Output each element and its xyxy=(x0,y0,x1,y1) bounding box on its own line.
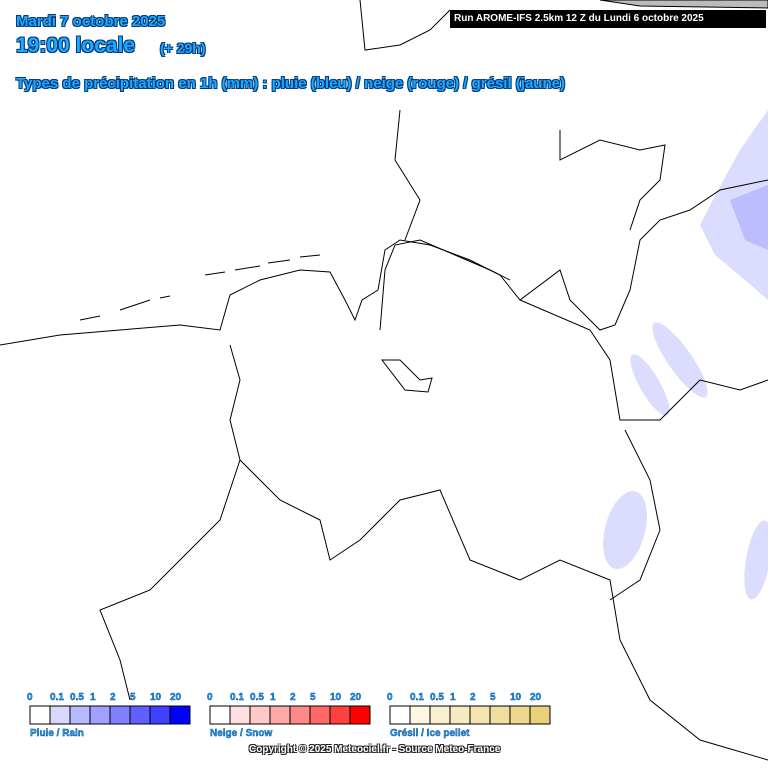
legend-tick: 1 xyxy=(450,692,456,703)
legend-swatch xyxy=(109,705,131,725)
legend-tick: 0.1 xyxy=(410,692,424,703)
precip-area xyxy=(652,322,708,398)
coastline xyxy=(394,109,421,241)
legend-swatch xyxy=(449,705,471,725)
legend-swatch xyxy=(329,705,351,725)
legend-name: Pluie / Rain xyxy=(30,728,84,739)
time: 19:00 locale xyxy=(16,34,136,57)
legend-tick: 5 xyxy=(490,692,496,703)
legend-name: Grésil / Ice pellet xyxy=(390,728,470,739)
legend-swatch xyxy=(229,705,251,725)
legend-tick: 0.1 xyxy=(230,692,244,703)
legend-tick: 20 xyxy=(350,692,362,703)
river xyxy=(379,239,511,331)
legend-swatch xyxy=(429,705,451,725)
lake xyxy=(380,359,433,393)
border xyxy=(99,344,241,701)
legend-tick: 1 xyxy=(90,692,96,703)
legend-swatch xyxy=(309,705,331,725)
precip-area xyxy=(630,354,670,416)
legend-tick: 0 xyxy=(27,692,33,703)
legend-swatch xyxy=(509,705,531,725)
border xyxy=(239,459,768,761)
legend-swatch xyxy=(269,705,291,725)
legend-tick: 20 xyxy=(530,692,542,703)
run-info: Run AROME-IFS 2.5km 12 Z du Lundi 6 octo… xyxy=(450,10,766,28)
legend-swatch xyxy=(89,705,111,725)
legend-tick: 0.1 xyxy=(50,692,64,703)
legend-swatch xyxy=(469,705,491,725)
legend-swatch xyxy=(489,705,511,725)
legend-swatch xyxy=(249,705,271,725)
coastline xyxy=(559,130,666,231)
legend-swatch xyxy=(349,705,371,725)
legend-tick: 0.5 xyxy=(250,692,264,703)
precip-area xyxy=(603,491,647,569)
legend-swatch xyxy=(149,705,171,725)
subtitle: Types de précipitation en 1h (mm) : plui… xyxy=(16,75,565,92)
legend-tick: 5 xyxy=(130,692,136,703)
precip-areas xyxy=(603,110,768,600)
legend-tick: 1 xyxy=(270,692,276,703)
legend-swatch xyxy=(49,705,71,725)
legend-tick: 10 xyxy=(150,692,162,703)
legend-tick: 20 xyxy=(170,692,182,703)
legend-swatch xyxy=(529,705,551,725)
legend-tick: 0 xyxy=(207,692,213,703)
date: Mardi 7 octobre 2025 xyxy=(16,13,166,30)
legend-swatch xyxy=(129,705,151,725)
land-shade xyxy=(599,0,768,9)
legend-swatch xyxy=(69,705,91,725)
legend-tick: 2 xyxy=(110,692,116,703)
legend-swatch xyxy=(169,705,191,725)
legend-tick: 2 xyxy=(290,692,296,703)
legend-tick: 0.5 xyxy=(430,692,444,703)
border xyxy=(519,299,768,421)
border xyxy=(609,429,661,601)
island xyxy=(79,254,321,321)
legend-tick: 10 xyxy=(510,692,522,703)
legend-swatch xyxy=(209,705,231,725)
legend-tick: 10 xyxy=(330,692,342,703)
lead-time: (+ 29h) xyxy=(160,40,206,56)
legend-swatch xyxy=(289,705,311,725)
legend-tick: 0 xyxy=(387,692,393,703)
legend-name: Neige / Snow xyxy=(210,728,272,739)
legend-swatch xyxy=(389,705,411,725)
copyright: Copyright © 2025 Meteociel.fr - Source M… xyxy=(249,744,501,755)
precip-area xyxy=(744,520,768,600)
legend-swatch xyxy=(29,705,51,725)
coastline xyxy=(359,0,451,51)
legend-tick: 0.5 xyxy=(70,692,84,703)
coastline xyxy=(0,179,768,346)
precip-area xyxy=(730,185,768,250)
legend-tick: 2 xyxy=(470,692,476,703)
legend-swatch xyxy=(409,705,431,725)
legend-tick: 5 xyxy=(310,692,316,703)
